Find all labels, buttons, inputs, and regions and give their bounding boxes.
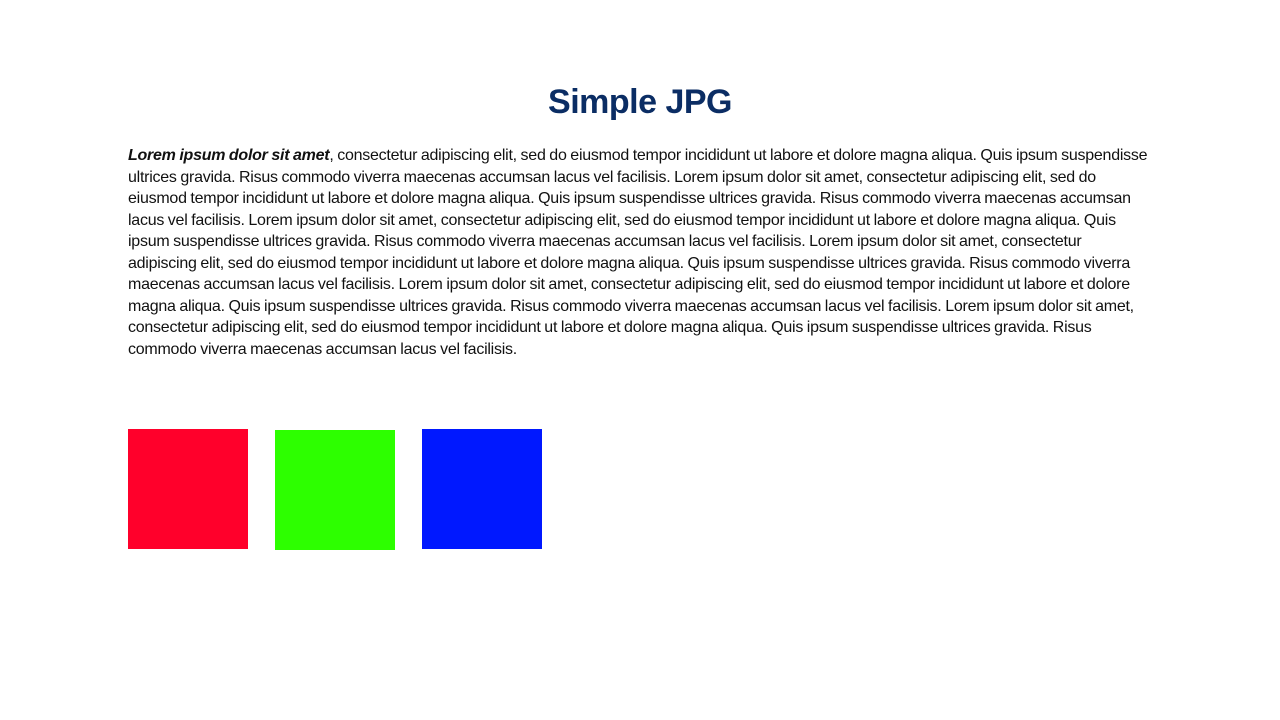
lead-text: Lorem ipsum dolor sit amet <box>128 147 330 164</box>
blue-square <box>422 429 542 549</box>
red-square <box>128 429 248 549</box>
paragraph-text: , consectetur adipiscing elit, sed do ei… <box>128 147 1148 358</box>
body-paragraph: Lorem ipsum dolor sit amet, consectetur … <box>128 145 1152 360</box>
green-square <box>275 430 395 550</box>
page-title: Simple JPG <box>548 83 732 121</box>
